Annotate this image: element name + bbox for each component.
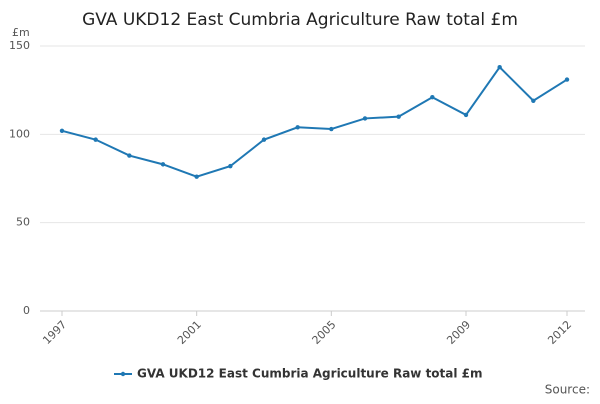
data-point: [228, 163, 233, 169]
y-axis-label: £m: [12, 26, 30, 39]
chart-title: GVA UKD12 East Cumbria Agriculture Raw t…: [82, 10, 518, 30]
data-point: [396, 114, 401, 119]
x-tick-label: 2012: [545, 318, 574, 347]
y-tick-label: 50: [16, 216, 30, 229]
data-point: [295, 125, 300, 130]
data-point: [531, 98, 536, 103]
source: Source:: [545, 383, 590, 397]
data-point: [160, 162, 166, 167]
data-point: [93, 137, 98, 142]
legend-marker: [120, 371, 126, 377]
data-point: [463, 112, 469, 118]
data-line: [61, 65, 568, 178]
x-tick-label: 2009: [444, 318, 473, 347]
data-point: [362, 116, 368, 121]
data-point: [194, 174, 199, 179]
data-point: [497, 65, 502, 70]
x-tick-label: 2001: [175, 318, 204, 347]
x-tick-label: 1997: [40, 318, 69, 347]
y-tick-label: 150: [9, 39, 30, 52]
data-point: [127, 153, 132, 158]
data-point: [261, 137, 267, 142]
data-point: [59, 128, 65, 133]
y-tick-label: 100: [9, 127, 30, 140]
data-point: [329, 126, 334, 132]
data-point: [430, 95, 435, 100]
data-point: [564, 77, 570, 82]
legend-label: GVA UKD12 East Cumbria Agriculture Raw t…: [137, 367, 483, 381]
y-tick-label: 0: [23, 304, 30, 317]
x-tick-label: 2005: [310, 318, 339, 347]
